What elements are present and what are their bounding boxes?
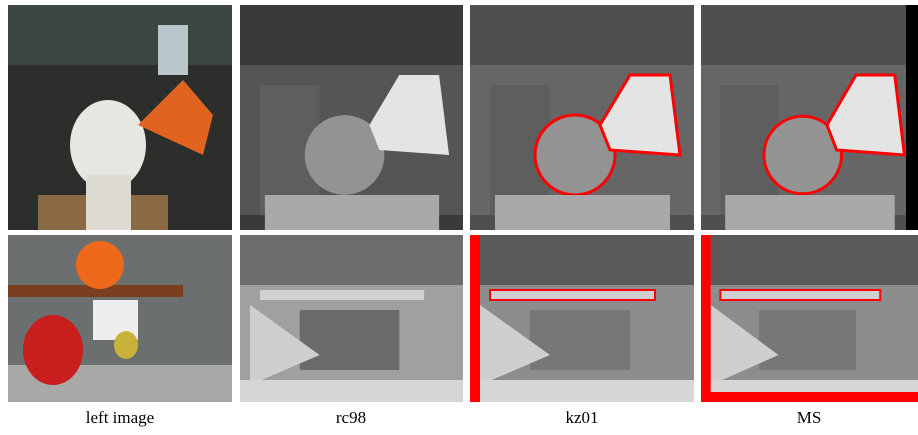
shape [265,195,439,235]
shape [114,331,138,359]
image-panel [470,5,694,235]
panel-content [8,235,232,402]
image-panel [701,5,918,235]
image-panel [701,235,918,402]
image-panel [240,5,463,235]
shape [470,380,694,402]
shape [759,310,856,370]
caption: rc98 [336,408,366,427]
caption: MS [797,408,822,427]
image-panel [240,235,463,402]
shape [725,195,895,235]
shape [720,290,880,300]
caption: left image [86,408,154,427]
shape [530,310,630,370]
shape [701,392,918,402]
shape [86,175,131,230]
shape [23,315,83,385]
image-panel [8,5,232,230]
shape [906,5,918,230]
shape [158,25,188,75]
panel-content [8,5,232,230]
shape [701,235,711,402]
panel-content [701,235,918,402]
shape [240,380,463,402]
shape [76,241,124,289]
panel-content [240,235,463,402]
shape [490,290,655,300]
shape [470,235,480,402]
shape [300,310,400,370]
page: left image rc98 kz01 MS (() => { const d… [0,0,918,435]
panel-content [470,235,694,402]
panel-content [470,5,694,235]
panels [8,5,918,402]
panel-content [701,5,918,235]
caption: kz01 [565,408,598,427]
shape [8,5,232,65]
panel-content [240,5,463,235]
shape [495,195,670,235]
image-panel [8,235,232,402]
shape [260,290,424,300]
image-panel [470,235,694,402]
figure: left image rc98 kz01 MS [0,0,918,435]
